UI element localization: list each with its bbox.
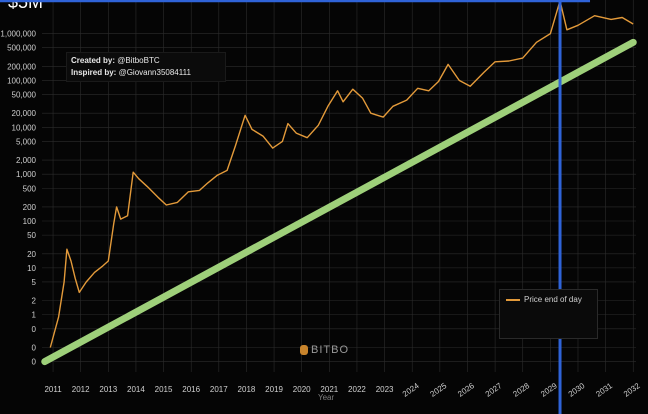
y-tick-label: 0: [32, 343, 37, 352]
y-tick-label: 0: [32, 325, 37, 334]
y-tick-label: 20,000: [12, 109, 37, 118]
y-axis-ticks: 1,000,000 500,000 200,000 100,000 50,000 20,0…: [0, 30, 36, 367]
y-tick-label: 50,000: [12, 91, 37, 100]
bitbo-logo: BITBO: [300, 344, 349, 356]
x-tick-label: 2011: [44, 385, 62, 394]
x-tick-label: 2028: [511, 381, 531, 399]
created-by-value: @BitboBTC: [117, 56, 160, 65]
y-tick-label: 100: [23, 217, 37, 226]
created-by-label: Created by:: [71, 56, 116, 65]
x-tick-label: 2020: [293, 385, 311, 394]
y-tick-label: 500: [23, 184, 37, 193]
x-tick-label: 2025: [429, 381, 449, 399]
x-tick-label: 2032: [622, 381, 642, 399]
brand-name: BITBO: [311, 344, 350, 356]
x-tick-label: 2031: [594, 381, 614, 399]
y-tick-label: 1,000: [16, 170, 37, 179]
x-tick-label: 2022: [348, 385, 366, 394]
y-tick-label: 2,000: [16, 156, 37, 165]
trend-line: [41, 38, 637, 366]
x-tick-label: 2012: [72, 385, 90, 394]
x-tick-label: 2017: [210, 385, 228, 394]
y-tick-label: 20: [27, 250, 36, 259]
x-tick-label: 2027: [484, 381, 504, 399]
price-series: [49, 0, 634, 348]
x-tick-label: 2029: [539, 381, 559, 399]
x-axis-label: Year: [318, 393, 335, 402]
x-tick-label: 2019: [265, 385, 283, 394]
y-tick-label: 2: [32, 297, 37, 306]
x-tick-label: 2016: [182, 385, 200, 394]
inspired-by-label: Inspired by:: [71, 68, 117, 77]
y-tick-label: 500,000: [7, 44, 36, 53]
x-tick-label: 2015: [155, 385, 173, 394]
marker-lines: [0, 0, 591, 414]
credits-box: Created by: @BitboBTC Inspired by: @Giov…: [66, 52, 226, 82]
x-tick-label: 2021: [320, 385, 338, 394]
chart-legend: Price end of day: [499, 289, 598, 339]
x-tick-label: 2030: [567, 381, 587, 399]
y-tick-label: 200: [23, 203, 37, 212]
trend-band: [41, 38, 637, 366]
legend-swatch: [506, 298, 520, 301]
y-tick-label: 5: [32, 278, 37, 287]
y-tick-label: 5,000: [16, 137, 37, 146]
x-tick-label: 2018: [238, 385, 256, 394]
y-tick-label: 10,000: [12, 123, 37, 132]
legend-label: Price end of day: [524, 295, 582, 304]
y-tick-label: 1,000,000: [0, 30, 36, 39]
y-tick-label: 200,000: [7, 62, 36, 71]
x-tick-label: 2013: [99, 385, 117, 394]
grid-lines: [42, 0, 636, 372]
y-tick-label: 0: [32, 358, 37, 367]
bitcoin-coin-icon: [300, 345, 308, 356]
y-tick-label: 100,000: [7, 76, 36, 85]
y-tick-label: 50: [27, 231, 36, 240]
top-price-label: $5M: [8, 0, 44, 12]
y-tick-label: 1: [32, 311, 37, 320]
x-axis-ticks: 2011 2012 2013 2014 2015 2016 2017 2018 2019 2020…: [44, 381, 642, 399]
y-tick-label: 10: [27, 264, 36, 273]
x-tick-label: 2014: [127, 385, 145, 394]
x-tick-label: 2026: [456, 381, 476, 399]
x-tick-label: 2024: [401, 381, 421, 399]
x-tick-label: 2023: [376, 385, 394, 394]
price-line: [49, 0, 634, 348]
inspired-by-value: @Giovann35084111: [118, 68, 191, 77]
